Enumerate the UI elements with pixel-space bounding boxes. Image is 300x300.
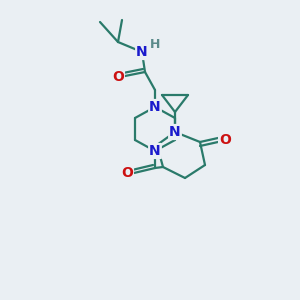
Text: O: O bbox=[121, 166, 133, 180]
Text: N: N bbox=[149, 100, 161, 114]
Text: N: N bbox=[136, 45, 148, 59]
Text: O: O bbox=[219, 133, 231, 147]
Text: O: O bbox=[112, 70, 124, 84]
Text: N: N bbox=[169, 125, 181, 139]
Text: N: N bbox=[149, 144, 161, 158]
Text: H: H bbox=[150, 38, 160, 52]
